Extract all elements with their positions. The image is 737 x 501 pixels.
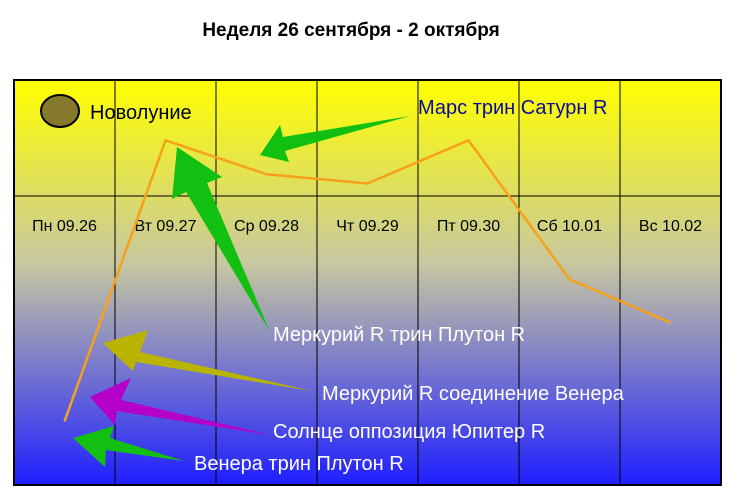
plot-frame (13, 79, 722, 486)
arrow-mars-saturn (260, 116, 410, 162)
annotation-mercury-pluto: Меркурий R трин Плутон R (273, 324, 525, 346)
annotation-mercury-venus: Меркурий R соединение Венера (322, 383, 625, 405)
chart-title: Неделя 26 сентября - 2 октября (202, 20, 500, 41)
x-tick-label: Пн 09.26 (32, 218, 97, 235)
arrow-mercury-venus (103, 330, 312, 391)
annotation-venus-pluto: Венера трин Плутон R (194, 453, 404, 475)
x-tick-labels: Пн 09.26 Вт 09.27 Ср 09.28 Чт 09.29 Пт 09.30… (32, 218, 702, 235)
moon-label: Новолуние (90, 102, 192, 124)
x-tick-label: Чт 09.29 (336, 218, 399, 235)
x-tick-label: Сб 10.01 (537, 218, 602, 235)
annotation-sun-jupiter: Солнце оппозиция Юпитер R (273, 421, 545, 443)
x-tick-label: Ср 09.28 (234, 218, 299, 235)
x-tick-label: Вс 10.02 (639, 218, 702, 235)
annotation-mars-saturn: Марс трин Сатурн R (418, 97, 607, 119)
series-line (63, 138, 671, 422)
new-moon-icon (40, 94, 80, 128)
arrow-sun-jupiter (90, 378, 270, 435)
arrow-venus-pluto (73, 426, 184, 467)
plot-background (14, 80, 721, 485)
arrow-mercury-pluto (172, 147, 270, 332)
x-tick-label: Пт 09.30 (437, 218, 500, 235)
x-tick-label: Вт 09.27 (135, 218, 197, 235)
